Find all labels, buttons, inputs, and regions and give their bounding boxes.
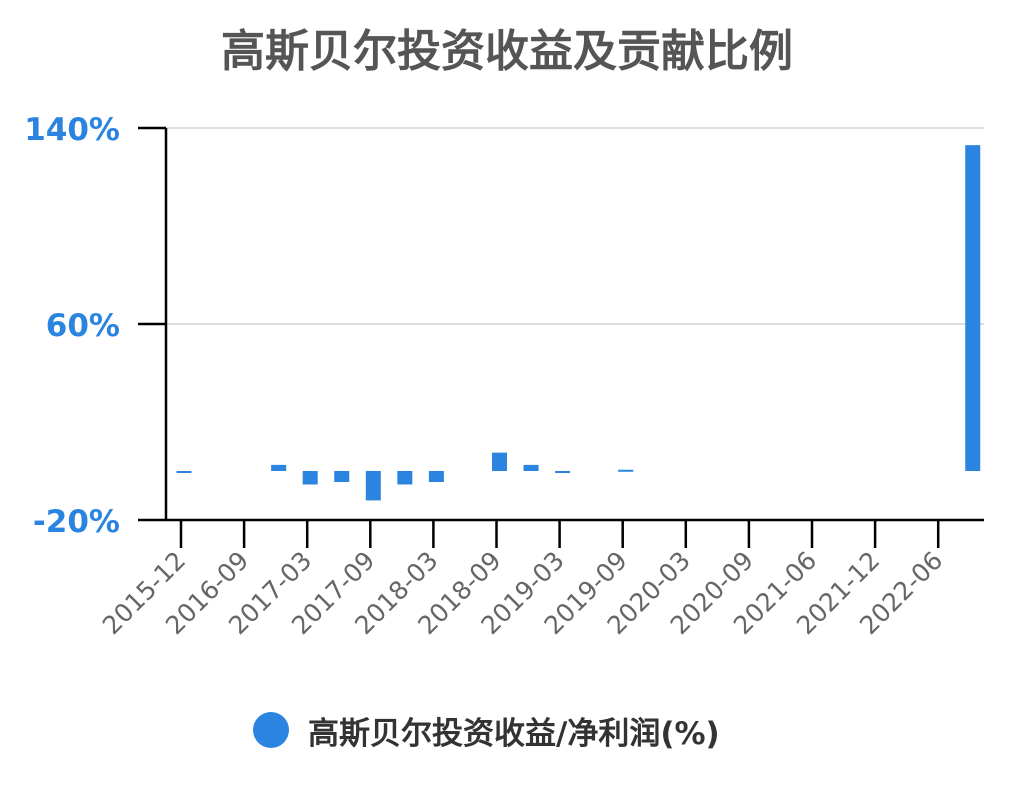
bar-2017-12	[428, 471, 444, 483]
legend-label: 高斯贝尔投资收益/净利润(%)	[308, 716, 720, 752]
bar-2018-09	[523, 464, 539, 471]
y-tick-label-2: 140%	[24, 112, 120, 148]
y-tick-label-0: -20%	[33, 504, 120, 540]
bar-2018-12	[555, 471, 571, 473]
bar-2022-03	[965, 145, 981, 471]
bar-2017-09	[397, 471, 413, 485]
y-tick-label-1: 60%	[46, 308, 120, 344]
bars	[176, 145, 981, 501]
legend: 高斯贝尔投资收益/净利润(%)	[253, 712, 720, 752]
axes	[138, 126, 984, 548]
bar-2017-03	[334, 471, 350, 483]
bar-2016-12	[302, 471, 318, 485]
bar-2016-09	[271, 464, 287, 471]
bar-2018-06	[492, 452, 507, 471]
y-tick-labels: -20% 60% 140%	[24, 112, 120, 540]
bar-2019-06	[618, 469, 634, 472]
x-tick-labels: 2015-122016-092017-032017-092018-032018-…	[97, 546, 949, 640]
bar-2015-12	[176, 471, 192, 473]
legend-marker	[253, 712, 289, 748]
bar-2017-06	[365, 471, 381, 501]
chart-title: 高斯贝尔投资收益及贡献比例	[221, 26, 793, 77]
grid-lines	[166, 127, 984, 325]
